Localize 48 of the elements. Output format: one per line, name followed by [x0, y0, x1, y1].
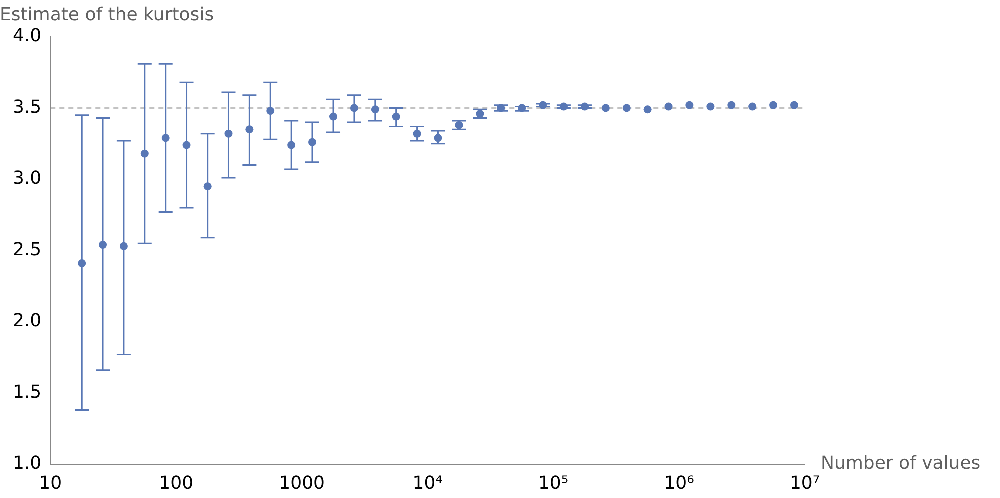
- point: [99, 241, 108, 249]
- point: [434, 134, 442, 142]
- x-tick-label: 10⁴: [412, 472, 443, 494]
- point: [497, 104, 506, 112]
- y-tick-label: 2.5: [12, 239, 42, 260]
- x-tick-label: 10⁶: [664, 472, 694, 494]
- point: [78, 260, 86, 268]
- point: [770, 101, 778, 110]
- point: [706, 102, 715, 111]
- point: [330, 112, 338, 121]
- x-axis-title: Number of values: [821, 453, 981, 474]
- point: [182, 141, 191, 150]
- point: [224, 130, 233, 138]
- point: [686, 101, 694, 110]
- x-tick-label: 10⁷: [790, 472, 820, 494]
- point: [518, 104, 526, 112]
- point: [371, 106, 380, 114]
- point: [392, 112, 400, 121]
- point: [728, 101, 736, 110]
- point: [350, 104, 358, 112]
- y-tick-label: 2.0: [12, 310, 42, 332]
- y-tick-label: 3.0: [12, 168, 42, 190]
- point: [120, 242, 128, 250]
- point: [204, 182, 212, 191]
- point: [246, 126, 254, 134]
- point: [560, 102, 568, 111]
- point: [140, 150, 149, 158]
- y-tick-label: 1.0: [12, 453, 42, 474]
- x-tick-label: 10: [39, 472, 62, 494]
- point: [162, 134, 170, 142]
- x-tick-label: 1000: [279, 472, 325, 494]
- y-tick-label: 4.0: [12, 26, 42, 47]
- point: [664, 102, 673, 111]
- point: [622, 104, 631, 112]
- y-axis-title: Estimate of the kurtosis: [0, 4, 214, 26]
- point: [602, 104, 610, 112]
- x-tick-label: 100: [159, 472, 194, 494]
- point: [580, 102, 589, 111]
- point: [748, 102, 757, 111]
- y-tick-label: 3.5: [12, 96, 42, 118]
- point: [790, 101, 798, 110]
- point: [308, 138, 316, 146]
- point: [644, 106, 652, 114]
- point: [266, 107, 275, 116]
- point: [539, 101, 548, 110]
- point: [288, 141, 296, 150]
- y-tick-label: 1.5: [12, 382, 42, 403]
- x-tick-label: 10⁵: [538, 472, 569, 494]
